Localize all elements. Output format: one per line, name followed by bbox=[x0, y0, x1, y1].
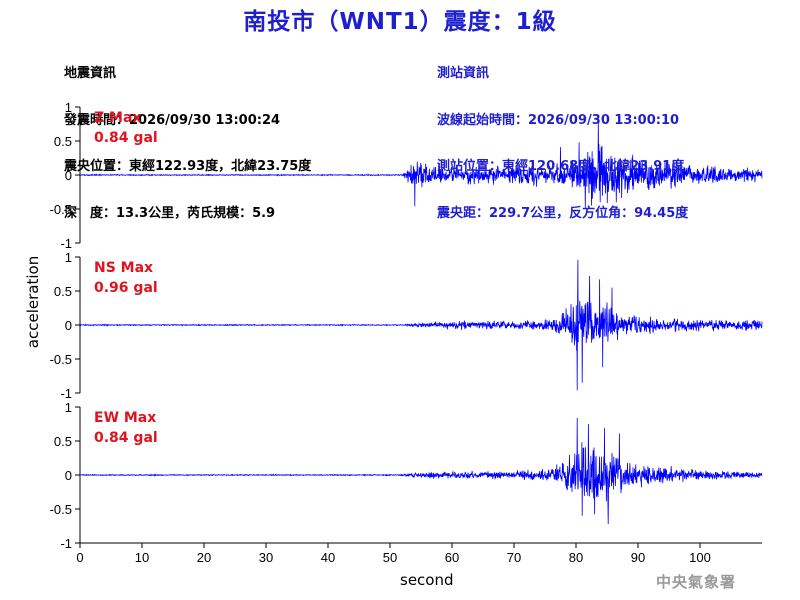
x-tick-label: 40 bbox=[321, 550, 335, 565]
waveform-ns bbox=[79, 259, 763, 391]
y-tick-label: 0 bbox=[65, 318, 72, 333]
quake-info-block: 地震資訊 發震時間：2026/09/30 13:00:24 震央位置：東經122… bbox=[64, 35, 311, 237]
ns-max-label: NS Max 0.96 gal bbox=[94, 258, 158, 298]
y-tick-label: -0.5 bbox=[50, 352, 72, 367]
y-tick-label: -1 bbox=[60, 236, 72, 251]
z-max-value: 0.84 gal bbox=[94, 130, 158, 146]
x-tick-label: 80 bbox=[569, 550, 583, 565]
waveform-z bbox=[79, 117, 763, 208]
quake-info-heading: 地震資訊 bbox=[64, 66, 117, 81]
wave-start-time: 波線起始時間：2026/09/30 13:00:10 bbox=[437, 112, 680, 128]
ew-max-title: EW Max bbox=[94, 410, 157, 426]
y-tick-label: 0 bbox=[65, 468, 72, 483]
ns-max-value: 0.96 gal bbox=[94, 280, 158, 296]
x-axis-label: second bbox=[400, 571, 454, 589]
y-tick-label: 1 bbox=[65, 100, 72, 115]
z-max-title: Z Max bbox=[94, 110, 142, 126]
quake-epicenter: 震央位置：東經122.93度，北緯23.75度 bbox=[64, 159, 312, 174]
x-tick-label: 60 bbox=[445, 550, 459, 565]
x-tick-label: 20 bbox=[197, 550, 211, 565]
y-tick-label: 0.5 bbox=[54, 284, 72, 299]
x-tick-label: 100 bbox=[689, 550, 711, 565]
page-title: 南投市（WNT1）震度：1級 bbox=[243, 9, 557, 35]
quake-origin-time: 發震時間：2026/09/30 13:00:24 bbox=[64, 112, 281, 128]
epicentral-distance: 震央距：229.7公里，反方位角：94.45度 bbox=[437, 205, 689, 221]
agency-footer: 中央氣象署 bbox=[656, 573, 737, 591]
station-location: 測站位置：東經120.68度，北緯23.91度 bbox=[437, 159, 685, 174]
y-tick-label: -1 bbox=[60, 386, 72, 401]
x-tick-label: 10 bbox=[135, 550, 149, 565]
y-tick-label: 0.5 bbox=[54, 434, 72, 449]
ns-max-title: NS Max bbox=[94, 260, 154, 276]
quake-depth-magnitude: 深 度：13.3公里，芮氏規模：5.9 bbox=[64, 205, 276, 221]
ew-max-label: EW Max 0.84 gal bbox=[94, 408, 158, 448]
station-info-block: 測站資訊 波線起始時間：2026/09/30 13:00:10 測站位置：東經1… bbox=[437, 35, 688, 237]
x-tick-label: 50 bbox=[383, 550, 397, 565]
y-tick-label: 0.5 bbox=[54, 134, 72, 149]
station-info-heading: 測站資訊 bbox=[437, 66, 490, 81]
x-tick-label: 30 bbox=[259, 550, 273, 565]
y-tick-label: 1 bbox=[65, 250, 72, 265]
waveform-ew bbox=[79, 417, 763, 525]
y-axis-label: acceleration bbox=[24, 255, 42, 349]
y-tick-label: 1 bbox=[65, 400, 72, 415]
y-tick-label: -0.5 bbox=[50, 502, 72, 517]
z-max-label: Z Max 0.84 gal bbox=[94, 108, 158, 148]
ew-max-value: 0.84 gal bbox=[94, 430, 158, 446]
x-tick-label: 90 bbox=[631, 550, 645, 565]
y-tick-label: 0 bbox=[65, 168, 72, 183]
y-tick-label: -1 bbox=[60, 536, 72, 551]
x-tick-label: 70 bbox=[507, 550, 521, 565]
y-tick-label: -0.5 bbox=[50, 202, 72, 217]
x-tick-label: 0 bbox=[76, 550, 83, 565]
